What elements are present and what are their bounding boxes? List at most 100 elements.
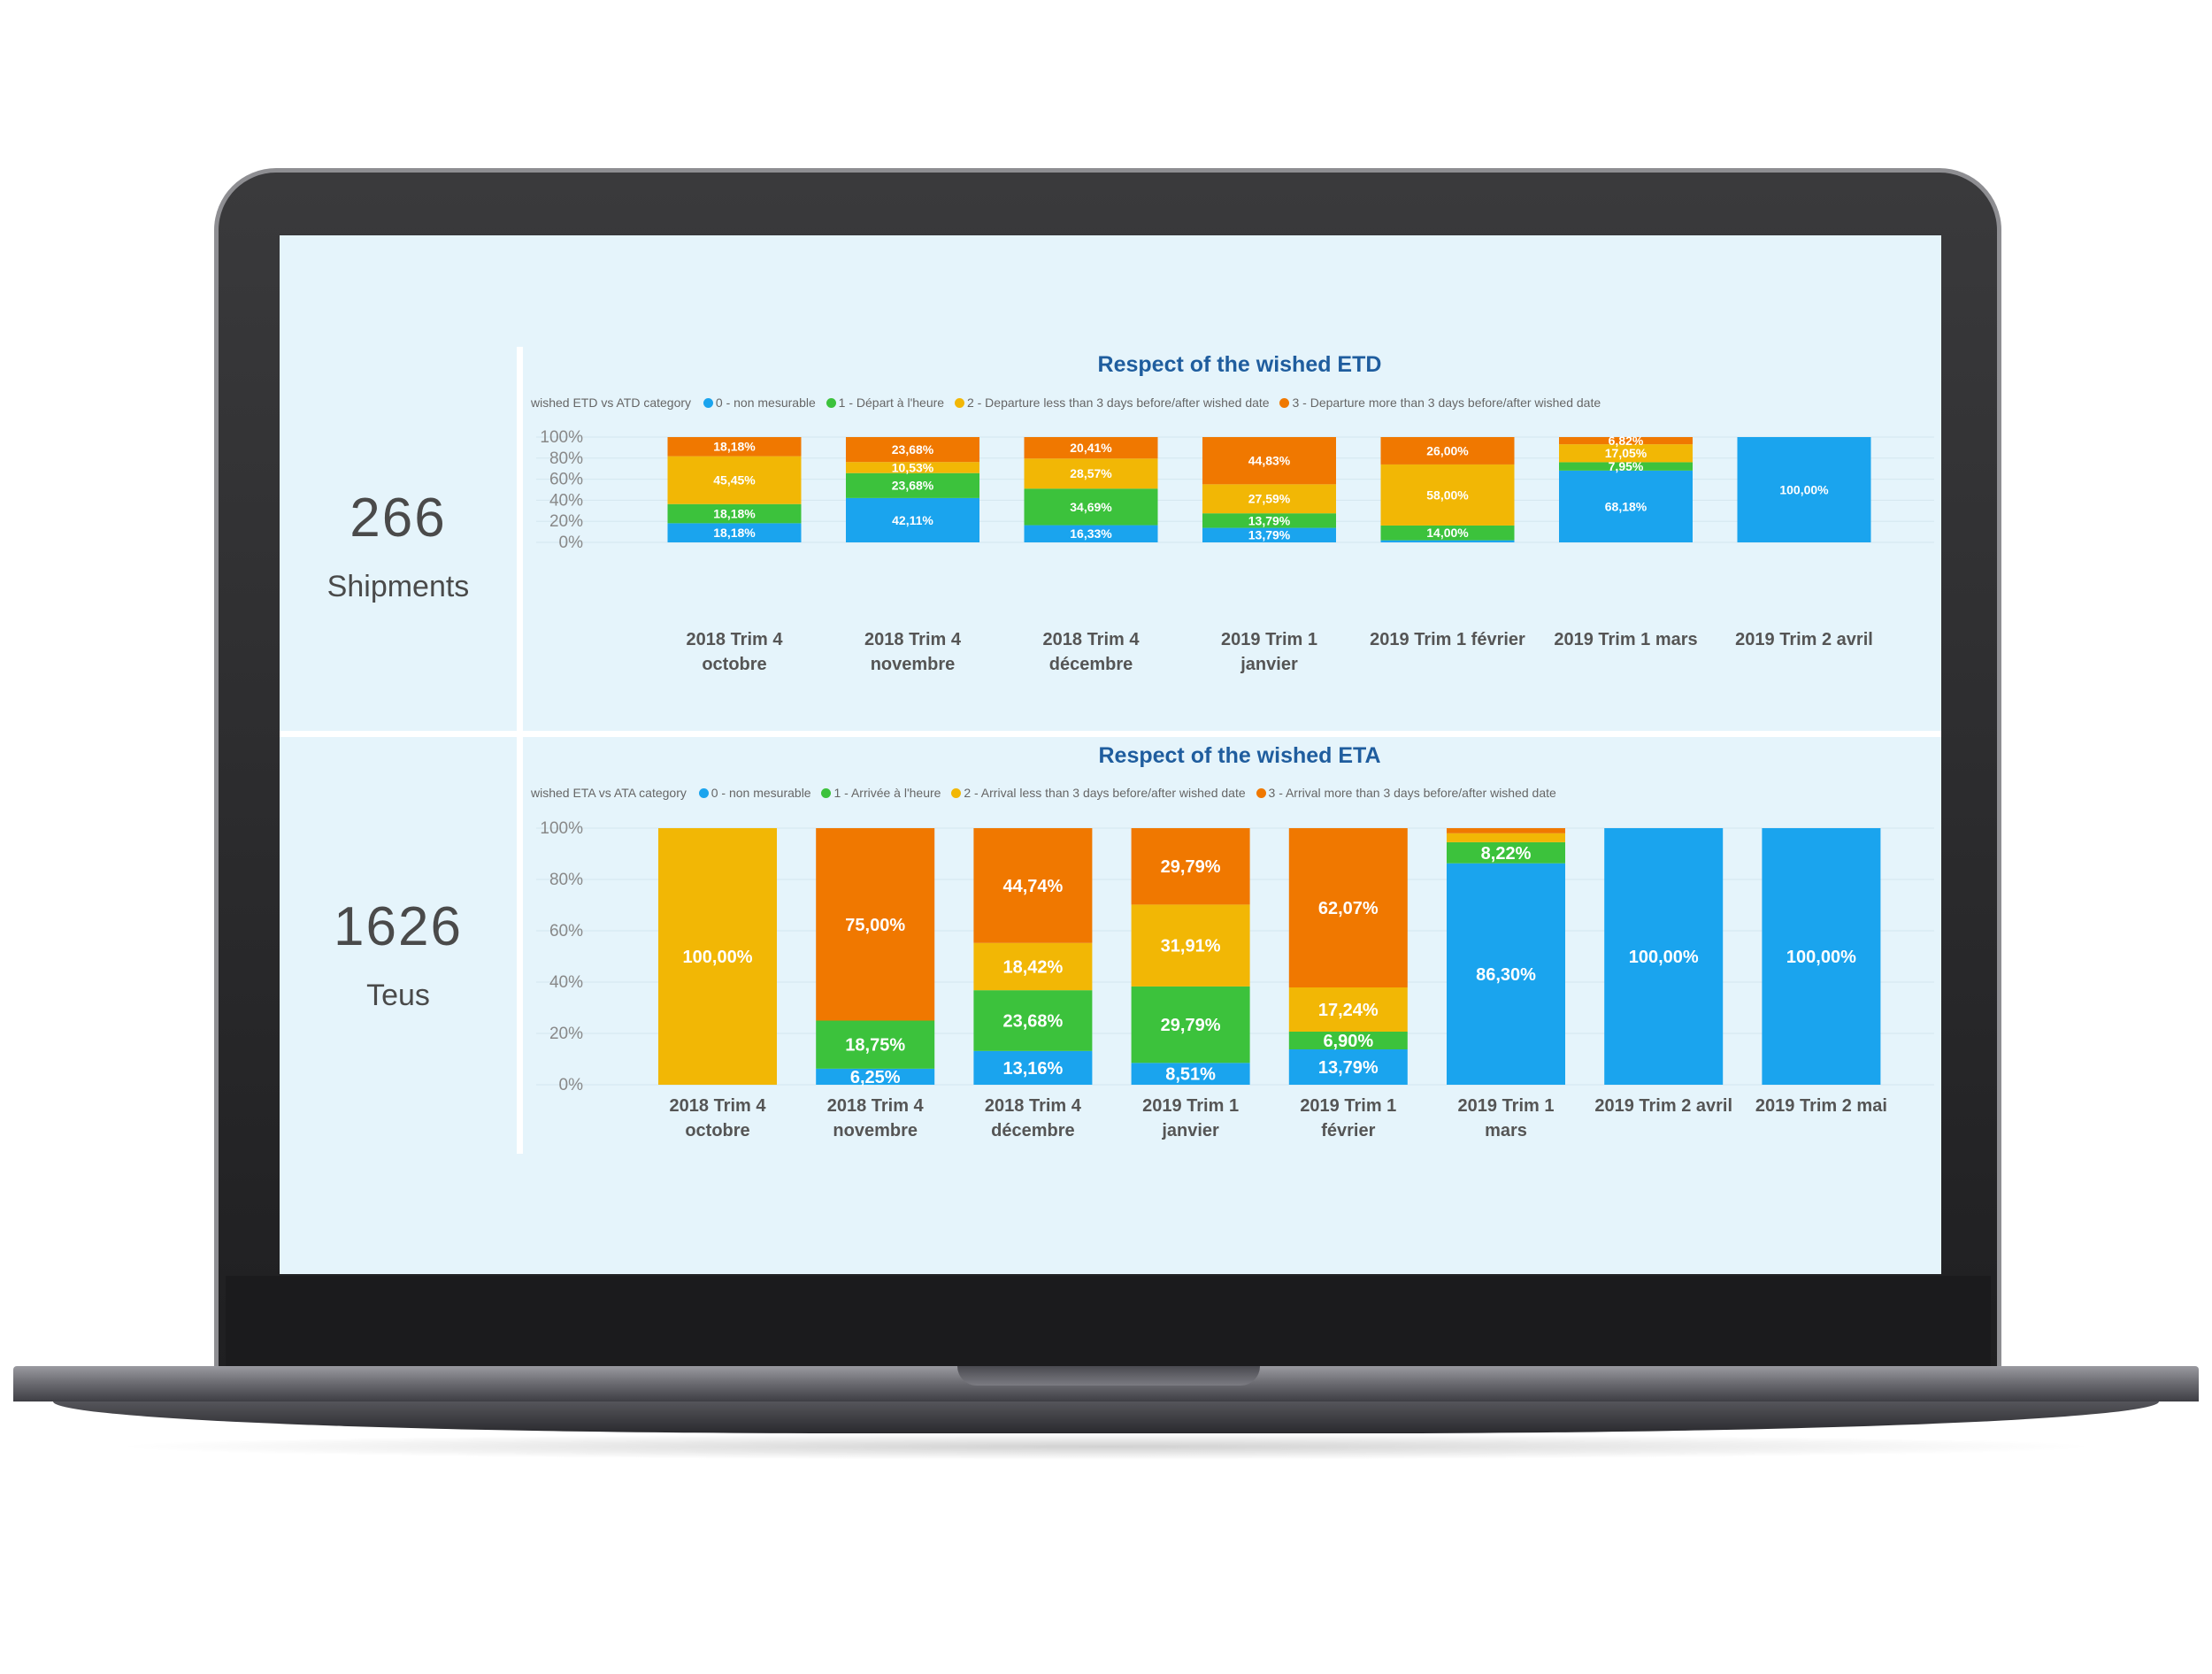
eta-x-tick-label: 2019 Trim 2 mai — [1755, 1096, 1887, 1116]
etd-bar-segment[interactable] — [1559, 470, 1693, 542]
eta-data-label: 13,79% — [1318, 1058, 1379, 1078]
eta-y-tick-label: 80% — [549, 871, 583, 889]
etd-data-label: 16,33% — [1070, 526, 1112, 541]
eta-legend-item-0[interactable]: 0 - non mesurable — [698, 786, 811, 800]
etd-data-label: 34,69% — [1070, 500, 1112, 514]
etd-data-label: 28,57% — [1070, 466, 1112, 480]
eta-bar-segment[interactable] — [1288, 987, 1408, 1032]
eta-data-label: 8,22% — [1481, 844, 1532, 864]
etd-bar-segment[interactable] — [1559, 437, 1693, 445]
etd-bar-segment[interactable] — [846, 462, 979, 473]
laptop-shadow — [106, 1433, 2106, 1460]
eta-bar-segment[interactable] — [1604, 828, 1724, 1085]
etd-x-tick-label: 2019 Trim 1 février — [1370, 630, 1525, 649]
eta-data-label: 100,00% — [1629, 948, 1699, 967]
etd-bar-segment[interactable] — [1202, 484, 1336, 514]
etd-data-label: 23,68% — [892, 442, 934, 457]
etd-bar-segment[interactable] — [667, 437, 802, 457]
eta-data-label: 62,07% — [1318, 899, 1379, 918]
etd-legend-item-0[interactable]: 0 - non mesurable — [703, 395, 816, 410]
laptop-base-bottom — [53, 1401, 2159, 1433]
eta-bar-segment[interactable] — [973, 828, 1093, 943]
etd-y-tick-label: 0% — [559, 534, 584, 552]
etd-bar-segment[interactable] — [1024, 458, 1158, 489]
etd-x-tick-label: novembre — [871, 655, 956, 674]
etd-bar-segment[interactable] — [1380, 437, 1515, 465]
eta-legend-item-3[interactable]: 3 - Arrival more than 3 days before/afte… — [1256, 786, 1556, 800]
legend-dot-icon — [951, 788, 962, 798]
etd-bar-segment[interactable] — [1380, 540, 1515, 542]
etd-data-label: 10,53% — [892, 460, 934, 474]
legend-dot-icon — [698, 788, 709, 798]
eta-bar-segment[interactable] — [1447, 841, 1565, 864]
eta-y-tick-label: 100% — [540, 819, 583, 838]
eta-legend-item-1[interactable]: 1 - Arrivée à l'heure — [821, 786, 941, 800]
eta-data-label: 13,16% — [1002, 1059, 1063, 1079]
etd-bar-segment[interactable] — [1559, 462, 1693, 471]
etd-x-tick-label: 2018 Trim 4 — [864, 630, 962, 649]
eta-chart-title: Respect of the wished ETA — [1098, 743, 1381, 768]
etd-x-tick-label: 2019 Trim 1 — [1221, 630, 1317, 649]
eta-bar-segment[interactable] — [1288, 828, 1408, 988]
etd-bar-segment[interactable] — [846, 437, 979, 463]
etd-bar-segment[interactable] — [1202, 513, 1336, 528]
eta-bar-segment[interactable] — [1288, 1031, 1408, 1050]
etd-legend-item-3[interactable]: 3 - Departure more than 3 days before/af… — [1279, 395, 1601, 410]
etd-bar-segment[interactable] — [1024, 525, 1158, 542]
eta-legend: wished ETA vs ATA category 0 - non mesur… — [531, 786, 1911, 800]
etd-data-label: 20,41% — [1070, 441, 1112, 455]
etd-bar-segment[interactable] — [1380, 525, 1515, 541]
eta-x-tick-label: 2019 Trim 1 — [1458, 1096, 1555, 1116]
legend-dot-icon — [954, 398, 964, 408]
etd-data-label: 13,79% — [1248, 528, 1291, 542]
eta-y-tick-label: 0% — [559, 1076, 584, 1094]
eta-data-label: 44,74% — [1002, 877, 1063, 896]
eta-data-label: 86,30% — [1476, 965, 1536, 985]
etd-bar-segment[interactable] — [846, 497, 979, 542]
eta-legend-title: wished ETA vs ATA category — [531, 786, 687, 800]
etd-bar-segment[interactable] — [667, 456, 802, 504]
eta-bar-segment[interactable] — [1447, 828, 1565, 833]
etd-data-label: 42,11% — [892, 513, 933, 527]
eta-bar-segment[interactable] — [973, 1050, 1093, 1085]
etd-legend: wished ETD vs ATD category 0 - non mesur… — [531, 395, 1911, 410]
eta-bar-segment[interactable] — [973, 990, 1093, 1051]
eta-x-tick-label: décembre — [991, 1121, 1075, 1140]
etd-bar-segment[interactable] — [1737, 437, 1871, 542]
etd-y-tick-label: 20% — [549, 512, 583, 531]
etd-data-label: 14,00% — [1426, 526, 1469, 540]
etd-x-tick-label: 2018 Trim 4 — [687, 630, 784, 649]
eta-bar-segment[interactable] — [816, 1068, 935, 1085]
eta-legend-item-2[interactable]: 2 - Arrival less than 3 days before/afte… — [951, 786, 1246, 800]
etd-data-label: 27,59% — [1248, 492, 1291, 506]
eta-bar-segment[interactable] — [1447, 863, 1565, 1085]
etd-bar-segment[interactable] — [846, 472, 979, 498]
etd-legend-item-1[interactable]: 1 - Départ à l'heure — [826, 395, 944, 410]
etd-bar-segment[interactable] — [1202, 437, 1336, 485]
dashboard-screen: 266 Shipments 1626 Teus Respect of the w… — [280, 235, 1941, 1274]
eta-bar-segment[interactable] — [1762, 828, 1881, 1085]
etd-bar-segment[interactable] — [667, 523, 802, 542]
etd-x-tick-label: janvier — [1240, 655, 1298, 674]
eta-bar-segment[interactable] — [1131, 904, 1250, 987]
divider-vertical — [517, 347, 523, 1154]
eta-bar-segment[interactable] — [1447, 833, 1565, 842]
eta-x-tick-label: 2018 Trim 4 — [670, 1096, 767, 1116]
etd-bar-segment[interactable] — [1380, 464, 1515, 526]
eta-bar-segment[interactable] — [816, 828, 935, 1021]
eta-bar-segment[interactable] — [1131, 986, 1250, 1064]
eta-bar-segment[interactable] — [658, 828, 777, 1085]
etd-legend-item-2[interactable]: 2 - Departure less than 3 days before/af… — [954, 395, 1270, 410]
etd-bar-segment[interactable] — [1024, 437, 1158, 459]
etd-y-tick-label: 40% — [549, 491, 583, 510]
etd-bar-segment[interactable] — [1202, 527, 1336, 542]
eta-x-tick-label: 2018 Trim 4 — [985, 1096, 1082, 1116]
etd-bar-segment[interactable] — [1024, 488, 1158, 526]
eta-bar-segment[interactable] — [1131, 828, 1250, 905]
etd-bar-segment[interactable] — [667, 503, 802, 524]
eta-bar-segment[interactable] — [816, 1020, 935, 1069]
eta-bar-segment[interactable] — [973, 942, 1093, 991]
eta-bar-segment[interactable] — [1131, 1063, 1250, 1085]
etd-bar-segment[interactable] — [1559, 444, 1693, 463]
eta-bar-segment[interactable] — [1288, 1049, 1408, 1085]
